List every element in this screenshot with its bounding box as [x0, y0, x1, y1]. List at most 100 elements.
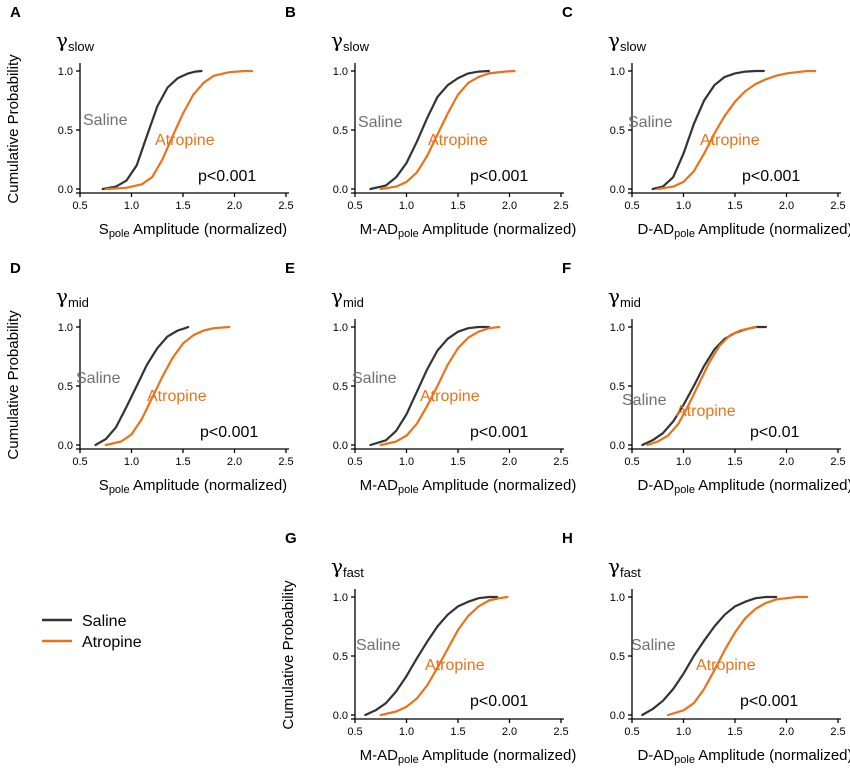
y-tick-label: 0.0 — [333, 710, 348, 722]
series-line-atropine — [656, 69, 817, 191]
y-tick-label: 1.0 — [610, 322, 625, 334]
atropine-label: Atropine — [155, 132, 215, 149]
y-axis-label: Cumulative Probability — [5, 310, 22, 460]
saline-label: Saline — [358, 114, 403, 131]
x-tick-label: 0.5 — [624, 726, 639, 738]
x-tick-label: 2.0 — [779, 200, 794, 212]
x-tick-label: 2.5 — [553, 456, 568, 468]
atropine-label: Atropine — [696, 657, 756, 674]
p-value: p<0.001 — [470, 424, 528, 441]
x-tick-label: 1.5 — [727, 200, 742, 212]
legend-label-atropine: Atropine — [82, 634, 142, 651]
y-tick-label: 0.5 — [333, 381, 348, 393]
series-line-saline — [641, 595, 778, 717]
y-tick-label: 0.5 — [58, 125, 73, 137]
x-tick-label: 0.5 — [347, 456, 362, 468]
y-tick-label: 0.5 — [610, 651, 625, 663]
y-tick-label: 0.0 — [333, 184, 348, 196]
x-axis-label: M-ADpole Amplitude (normalized) — [360, 221, 577, 240]
y-tick-label: 0.0 — [333, 440, 348, 452]
saline-label: Saline — [76, 370, 121, 387]
x-tick-label: 2.0 — [502, 726, 517, 738]
series-line-saline — [101, 69, 203, 191]
x-tick-label: 2.5 — [830, 726, 845, 738]
p-value: p<0.001 — [470, 168, 528, 185]
x-tick-label: 0.5 — [72, 456, 87, 468]
x-tick-label: 1.0 — [124, 456, 139, 468]
y-tick-label: 0.0 — [610, 184, 625, 196]
atropine-label: Atropine — [428, 132, 488, 149]
y-tick-label: 0.5 — [58, 381, 73, 393]
panel-letter: H — [562, 530, 573, 547]
gamma-band-label: γmid — [56, 284, 89, 310]
y-tick-label: 1.0 — [610, 592, 625, 604]
x-tick-label: 2.5 — [830, 456, 845, 468]
y-tick-label: 0.5 — [610, 125, 625, 137]
panel-letter: A — [10, 4, 21, 21]
panel-letter: G — [285, 530, 297, 547]
y-tick-label: 0.0 — [610, 710, 625, 722]
p-value: p<0.001 — [200, 424, 258, 441]
p-value: p<0.01 — [750, 424, 799, 441]
series-line-saline — [364, 595, 499, 717]
x-tick-label: 2.5 — [553, 200, 568, 212]
y-tick-label: 1.0 — [610, 66, 625, 78]
x-tick-label: 0.5 — [624, 456, 639, 468]
panel-letter: E — [285, 260, 295, 277]
x-tick-label: 1.5 — [727, 726, 742, 738]
x-tick-label: 2.5 — [553, 726, 568, 738]
x-tick-label: 1.5 — [450, 726, 465, 738]
y-tick-label: 0.5 — [333, 125, 348, 137]
saline-label: Saline — [83, 112, 128, 129]
x-tick-label: 1.5 — [727, 456, 742, 468]
legend-label-saline: Saline — [82, 613, 127, 630]
p-value: p<0.001 — [742, 168, 800, 185]
x-axis-label: D-ADpole Amplitude (normalized) — [637, 747, 850, 766]
atropine-label: Atropine — [425, 657, 485, 674]
saline-label: Saline — [631, 637, 676, 654]
panel-letter: F — [562, 260, 571, 277]
p-value: p<0.001 — [198, 168, 256, 185]
x-tick-label: 2.5 — [278, 200, 293, 212]
x-axis-label: M-ADpole Amplitude (normalized) — [360, 747, 577, 766]
atropine-label: Atropine — [420, 388, 480, 405]
p-value: p<0.001 — [740, 693, 798, 710]
series-line-atropine — [646, 325, 757, 447]
x-tick-label: 2.0 — [227, 456, 242, 468]
x-tick-label: 2.0 — [779, 456, 794, 468]
x-tick-label: 1.0 — [399, 200, 414, 212]
y-tick-label: 0.0 — [610, 440, 625, 452]
x-tick-label: 1.0 — [399, 456, 414, 468]
x-tick-label: 1.0 — [124, 200, 139, 212]
atropine-label: Atropine — [700, 132, 760, 149]
x-tick-label: 1.5 — [175, 456, 190, 468]
y-axis-label: Cumulative Probability — [280, 580, 297, 730]
x-tick-label: 2.5 — [278, 456, 293, 468]
y-tick-label: 0.5 — [610, 381, 625, 393]
saline-label: Saline — [356, 637, 401, 654]
y-tick-label: 0.0 — [58, 184, 73, 196]
x-tick-label: 0.5 — [624, 200, 639, 212]
y-tick-label: 1.0 — [58, 66, 73, 78]
series-line-atropine — [379, 595, 509, 717]
panel-letter: D — [10, 260, 21, 277]
x-tick-label: 1.0 — [399, 726, 414, 738]
atropine-label: Atropine — [676, 403, 736, 420]
x-tick-label: 2.0 — [502, 456, 517, 468]
p-value: p<0.001 — [470, 693, 528, 710]
x-tick-label: 1.0 — [676, 726, 691, 738]
x-tick-label: 1.5 — [450, 200, 465, 212]
x-tick-label: 0.5 — [347, 726, 362, 738]
series-line-saline — [94, 325, 190, 447]
y-tick-label: 0.5 — [333, 651, 348, 663]
x-tick-label: 0.5 — [347, 200, 362, 212]
y-tick-label: 1.0 — [333, 66, 348, 78]
